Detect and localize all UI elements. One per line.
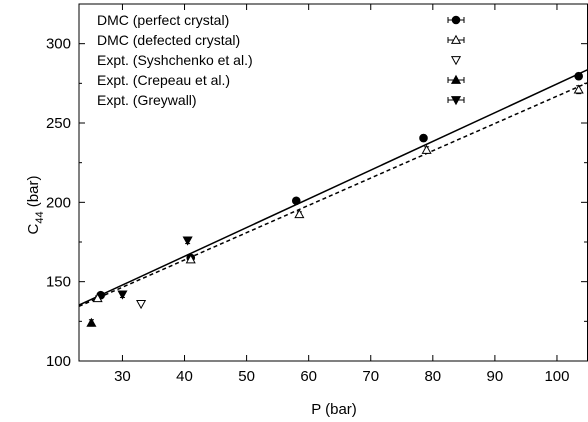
legend-label: DMC (defected crystal) (97, 32, 240, 48)
legend-marker (450, 96, 462, 106)
y-tick-label: 250 (46, 115, 71, 132)
y-axis-title-subscript: 44 (34, 211, 46, 223)
y-tick-label: 200 (46, 194, 71, 211)
data-point (574, 71, 583, 81)
legend-marker (450, 56, 462, 66)
legend-label: DMC (perfect crystal) (97, 12, 229, 28)
legend-label: Expt. (Syshchenko et al.) (97, 52, 253, 68)
x-tick-label: 60 (300, 368, 317, 385)
legend-marker (450, 34, 462, 44)
x-tick-label: 100 (544, 368, 569, 385)
y-axis-title: C44 (bar) (25, 176, 46, 235)
plot-area (78, 68, 588, 327)
x-tick-label: 90 (487, 368, 504, 385)
legend-label: Expt. (Crepeau et al.) (97, 72, 230, 88)
x-tick-label: 80 (424, 368, 441, 385)
y-tick-label: 300 (46, 36, 71, 53)
series-2 (92, 84, 584, 303)
legend: DMC (perfect crystal) DMC (defected cryst… (97, 12, 465, 108)
legend-entry-1: DMC (perfect crystal) (97, 12, 465, 28)
y-axis-title-main: C (25, 223, 42, 234)
series-3 (136, 300, 147, 310)
legend-entry-4: Expt. (Crepeau et al.) (97, 72, 465, 88)
legend-entry-2: DMC (defected crystal) (97, 32, 465, 48)
series-5 (117, 236, 193, 300)
data-point (291, 196, 301, 206)
data-point (92, 293, 103, 303)
legend-marker (450, 74, 462, 84)
data-point (86, 317, 97, 327)
data-point (573, 84, 584, 94)
y-tick-label: 150 (46, 274, 71, 291)
y-tick-label: 100 (46, 353, 71, 370)
series-4 (86, 317, 97, 327)
x-axis-title: P (bar) (311, 401, 357, 418)
data-point (185, 254, 196, 264)
data-point (136, 300, 147, 310)
x-tick-label: 70 (362, 368, 379, 385)
legend-marker (451, 15, 461, 25)
data-point (182, 236, 193, 246)
data-point (419, 133, 428, 143)
data-point (117, 290, 128, 300)
data-point (294, 209, 305, 219)
x-tick-label: 40 (176, 368, 193, 385)
fit-line-dashed (78, 81, 588, 308)
x-tick-label: 50 (238, 368, 255, 385)
fit-line-solid (78, 68, 588, 306)
legend-label: Expt. (Greywall) (97, 92, 197, 108)
x-tick-label: 30 (114, 368, 131, 385)
y-axis-title-unit: (bar) (25, 176, 42, 212)
legend-entry-3: Expt. (Syshchenko et al.) (97, 52, 462, 68)
data-point (421, 144, 432, 154)
legend-entry-5: Expt. (Greywall) (97, 92, 465, 108)
